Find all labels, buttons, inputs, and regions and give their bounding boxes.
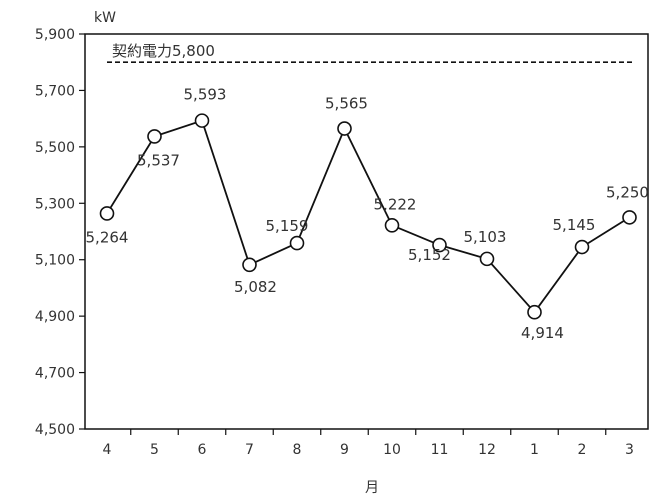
data-label: 5,152 (408, 246, 451, 264)
data-label: 5,593 (184, 86, 227, 104)
data-point (527, 304, 542, 320)
x-tick-label: 11 (431, 442, 449, 458)
data-point (99, 206, 115, 221)
data-label: 5,222 (374, 195, 417, 213)
x-axis: 4 5 6 7 8 9 10 11 12 1 2 3 (103, 429, 634, 458)
x-tick-label: 4 (103, 442, 112, 458)
data-point (622, 210, 637, 225)
plot-frame (84, 33, 649, 430)
y-tick-label: 5,300 (35, 196, 75, 212)
data-label: 5,145 (553, 216, 596, 234)
x-tick-label: 10 (383, 442, 401, 458)
x-tick-label: 8 (293, 442, 302, 458)
y-tick-label: 5,500 (35, 140, 75, 156)
data-label: 5,537 (137, 151, 180, 169)
x-tick-label: 6 (198, 442, 207, 458)
data-point (384, 217, 400, 233)
data-point (479, 251, 495, 267)
data-point (289, 235, 305, 251)
x-tick-label: 5 (150, 442, 159, 458)
x-axis-title: 月 (365, 480, 379, 496)
data-label: 5,565 (325, 95, 368, 113)
x-tick-label: 3 (625, 442, 634, 458)
data-point (337, 121, 352, 136)
data-point (194, 113, 210, 128)
x-tick-label: 7 (245, 442, 254, 458)
y-tick-label: 5,100 (35, 253, 75, 269)
data-label: 5,159 (266, 217, 309, 235)
x-tick-label: 9 (340, 442, 349, 458)
y-axis: 4,500 4,700 4,900 5,100 5,300 5,500 5,700 5,900 (35, 27, 85, 438)
data-label: 5,082 (234, 278, 277, 296)
y-tick-label: 4,700 (35, 366, 75, 382)
data-point (574, 239, 590, 255)
y-axis-unit-label: kW (94, 10, 116, 26)
data-point (147, 129, 162, 144)
data-labels-group: 5,264 5,537 5,593 5,082 5,159 5,565 5,222 5,152… (86, 86, 649, 343)
x-tick-label: 12 (478, 442, 496, 458)
data-label: 5,250 (606, 183, 649, 201)
x-tick-label: 1 (530, 442, 539, 458)
x-tick-label: 2 (578, 442, 587, 458)
reference-line-group: 契約電力5,800 (107, 42, 632, 64)
data-label: 5,103 (464, 228, 507, 246)
data-label: 4,914 (521, 324, 564, 342)
series-line (106, 119, 630, 314)
data-point (242, 257, 257, 273)
series-line-group (99, 113, 637, 320)
reference-line-label: 契約電力5,800 (112, 42, 215, 60)
y-tick-label: 4,500 (35, 422, 75, 438)
y-tick-label: 4,900 (35, 309, 75, 325)
data-label: 5,264 (86, 228, 129, 246)
y-tick-label: 5,700 (35, 83, 75, 99)
y-tick-label: 5,900 (35, 27, 75, 43)
data-point (432, 237, 447, 253)
